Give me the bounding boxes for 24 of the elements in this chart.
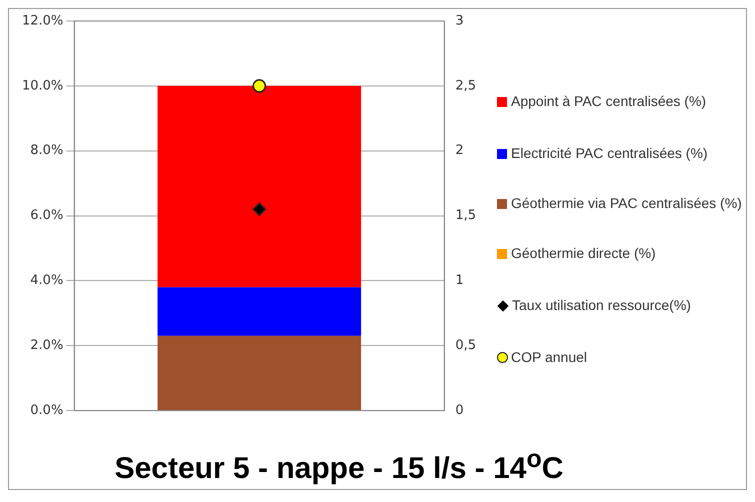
- legend-label: Electricité PAC centralisées (%): [511, 145, 708, 161]
- bar: [158, 287, 362, 336]
- y2-tick-label: 0,5: [455, 338, 476, 354]
- y2-tick-label: 0: [455, 402, 464, 418]
- y-tick-label: 8.0%: [30, 143, 64, 158]
- legend-label: Taux utilisation ressource(%): [512, 297, 691, 313]
- legend-label: Géothermie via PAC centralisées (%): [511, 195, 742, 211]
- y-tick-label: 6.0%: [30, 208, 64, 224]
- y2-tick-label: 2: [455, 143, 464, 158]
- bar: [158, 336, 362, 410]
- bar: [158, 86, 362, 288]
- y-tick-label: 12.0%: [22, 13, 64, 28]
- y-tick-label: 2.0%: [30, 338, 64, 354]
- legend-label: COP annuel: [511, 349, 588, 365]
- y2-tick-label: 2,5: [455, 78, 476, 94]
- y2-tick-label: 1,5: [455, 208, 476, 224]
- y-tick-label: 10.0%: [22, 78, 64, 94]
- y-tick-label: 4.0%: [30, 273, 64, 288]
- y2-tick-label: 3: [455, 13, 464, 28]
- y2-tick-label: 1: [455, 273, 464, 288]
- y-tick-label: 0.0%: [30, 402, 64, 418]
- legend-label: Géothermie directe (%): [511, 245, 656, 261]
- legend-label: Appoint à PAC centralisées (%): [511, 93, 706, 109]
- text: Secteur 5 - nappe - 15 l/s - 14$^{o}$C: [114, 445, 564, 486]
